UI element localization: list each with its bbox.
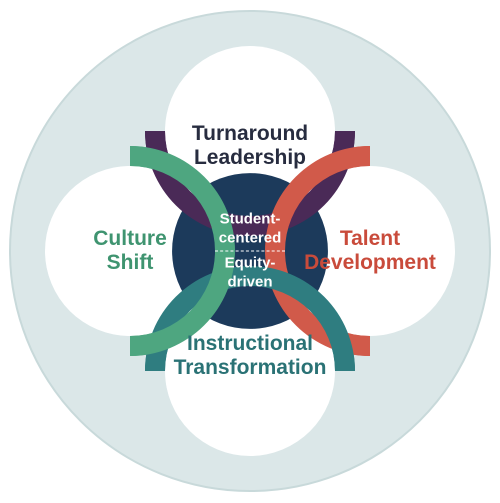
diagram-canvas: Turnaround Leadership Talent Development… [0, 0, 500, 503]
petal-label-top: Turnaround Leadership [192, 122, 308, 170]
petal-label-left: Culture Shift [93, 227, 167, 275]
center-label-bottom: Equity- driven [225, 254, 276, 292]
center-divider [215, 251, 285, 252]
center-label-top: Student- centered [219, 210, 282, 248]
petal-label-right: Talent Development [304, 227, 436, 275]
petal-label-bottom: Instructional Transformation [174, 332, 327, 380]
